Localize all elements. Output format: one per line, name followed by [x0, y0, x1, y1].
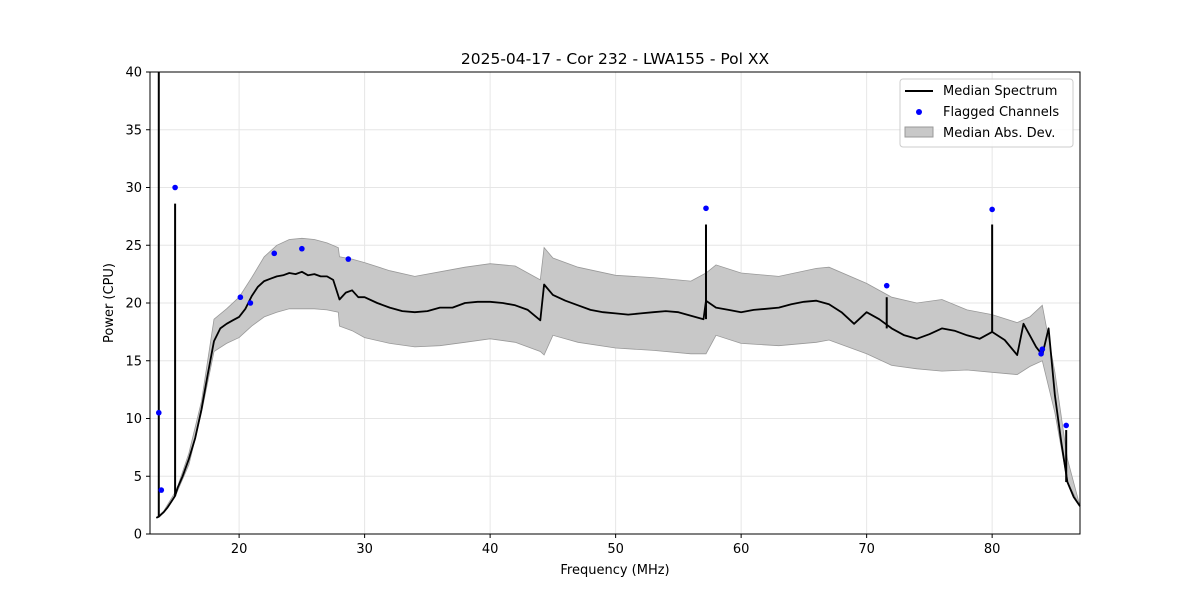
y-tick-label: 20 [125, 297, 142, 312]
flagged-point [1063, 422, 1069, 429]
y-tick-label: 0 [134, 528, 142, 543]
x-tick-label: 40 [482, 542, 499, 557]
flagged-point [247, 300, 254, 306]
chart-title: 2025-04-17 - Cor 232 - LWA155 - Pol XX [461, 50, 770, 68]
legend-box [899, 78, 1074, 148]
x-tick-label: 30 [356, 542, 373, 557]
flagged-point [155, 409, 162, 416]
x-tick-label: 60 [733, 542, 750, 557]
median-line-layer [155, 72, 1081, 519]
flagged-point [989, 206, 995, 213]
x-tick-label: 70 [858, 542, 875, 557]
x-axis-label: Frequency (MHz) [560, 563, 669, 578]
flagged-point [345, 256, 352, 262]
legend-mad-label: Median Abs. Dev. [943, 126, 1055, 141]
x-tick-label: 20 [231, 542, 248, 557]
flagged-point [299, 245, 305, 252]
legend-mad-swatch [904, 126, 934, 138]
legend-flagged-label: Flagged Channels [943, 105, 1059, 120]
y-tick-label: 10 [125, 412, 142, 427]
y-tick-label: 40 [125, 66, 142, 81]
flagged-point [1038, 351, 1044, 357]
flagged-point [271, 250, 278, 257]
x-tick-label: 50 [607, 542, 624, 557]
flagged-points-layer [155, 184, 1069, 493]
y-tick-label: 5 [134, 470, 142, 485]
x-tick-label: 80 [984, 542, 1001, 557]
y-tick-label: 35 [125, 123, 142, 138]
flagged-point [1039, 346, 1046, 353]
median-spectrum-line [155, 270, 1081, 519]
flagged-point [158, 487, 165, 493]
flagged-point [703, 205, 709, 212]
legend-flagged-swatch [916, 109, 922, 115]
x-axis-ticks: 20 30 40 50 60 70 80 [231, 534, 1001, 557]
flagged-point [237, 294, 244, 301]
legend-median-label: Median Spectrum [943, 84, 1057, 99]
y-tick-label: 30 [125, 181, 142, 196]
y-axis-ticks: 0 5 10 15 20 25 30 35 40 [125, 66, 150, 543]
y-axis-label: Power (CPU) [102, 263, 117, 343]
flagged-point [883, 282, 890, 289]
legend: Median Spectrum Flagged Channels Median … [899, 78, 1074, 148]
y-tick-label: 15 [125, 354, 142, 369]
y-tick-label: 25 [125, 239, 142, 254]
flagged-point [172, 184, 178, 191]
